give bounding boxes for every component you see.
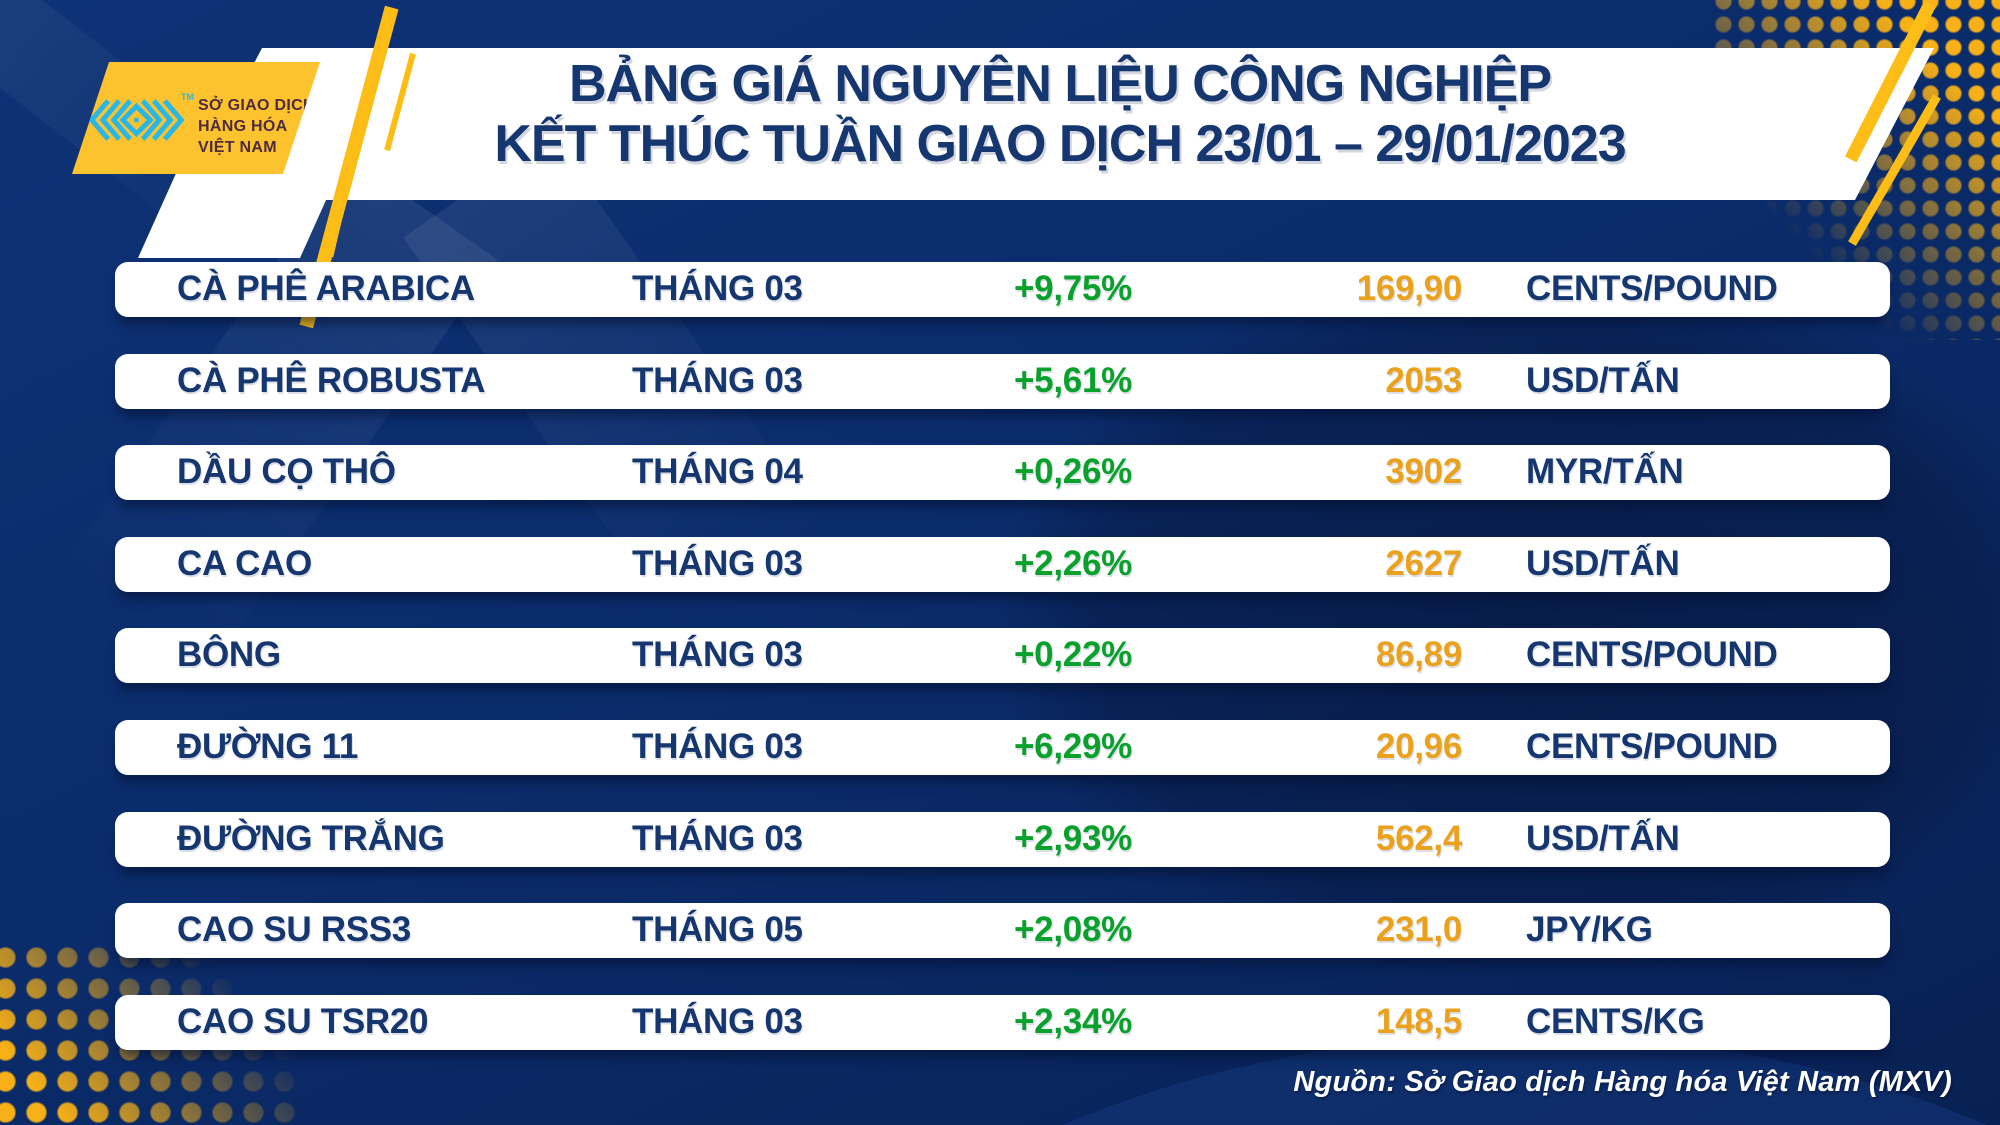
commodity-name: CA CAO — [177, 543, 312, 583]
commodity-name: CÀ PHÊ ROBUSTA — [177, 360, 486, 400]
price-unit: USD/TẤN — [1526, 360, 1680, 400]
price-value: 2627 — [1385, 543, 1462, 583]
trademark-symbol: TM — [181, 92, 194, 102]
page-title-line1: BẢNG GIÁ NGUYÊN LIỆU CÔNG NGHIỆP — [568, 55, 1552, 113]
change-percent: +9,75% — [1014, 268, 1132, 308]
source-caption: Nguồn: Sở Giao dịch Hàng hóa Việt Nam (M… — [1293, 1066, 1952, 1098]
change-percent: +0,22% — [1014, 634, 1132, 674]
change-percent: +0,26% — [1014, 451, 1132, 491]
price-unit: MYR/TẤN — [1526, 451, 1684, 491]
table-row: CA CAO THÁNG 03 +2,26% 2627 USD/TẤN — [115, 537, 1890, 592]
table-row: DẦU CỌ THÔ THÁNG 04 +0,26% 3902 MYR/TẤN — [115, 445, 1890, 500]
table-row: ĐƯỜNG 11 THÁNG 03 +6,29% 20,96 CENTS/POU… — [115, 720, 1890, 775]
price-unit: CENTS/KG — [1526, 1001, 1705, 1041]
page-title-line2: KẾT THÚC TUẦN GIAO DỊCH 23/01 – 29/01/20… — [494, 115, 1626, 173]
commodity-name: ĐƯỜNG 11 — [177, 726, 358, 766]
table-row: CÀ PHÊ ARABICA THÁNG 03 +9,75% 169,90 CE… — [115, 262, 1890, 317]
contract-month: THÁNG 03 — [632, 634, 803, 674]
logo-wordmark: SỞ GIAO DỊCH HÀNG HÓA VIỆT NAM — [198, 95, 315, 158]
mxv-logo: TM SỞ GIAO DỊCH HÀNG HÓA VIỆT NAM — [72, 62, 320, 174]
table-row: CAO SU TSR20 THÁNG 03 +2,34% 148,5 CENTS… — [115, 995, 1890, 1050]
contract-month: THÁNG 05 — [632, 909, 803, 949]
price-value: 562,4 — [1375, 818, 1462, 858]
change-percent: +2,34% — [1014, 1001, 1132, 1041]
commodity-name: DẦU CỌ THÔ — [177, 451, 396, 491]
contract-month: THÁNG 03 — [632, 543, 803, 583]
commodity-name: CAO SU RSS3 — [177, 909, 411, 949]
price-value: 86,89 — [1375, 634, 1462, 674]
table-row: ĐƯỜNG TRẮNG THÁNG 03 +2,93% 562,4 USD/TẤ… — [115, 812, 1890, 867]
price-value: 2053 — [1385, 360, 1462, 400]
price-value: 169,90 — [1356, 268, 1463, 308]
table-row: BÔNG THÁNG 03 +0,22% 86,89 CENTS/POUND — [115, 628, 1890, 683]
logo-wordmark-line3: VIỆT NAM — [198, 139, 277, 156]
contract-month: THÁNG 03 — [632, 818, 803, 858]
price-value: 3902 — [1385, 451, 1462, 491]
logo-wordmark-line2: HÀNG HÓA — [198, 118, 288, 135]
price-unit: USD/TẤN — [1526, 543, 1680, 583]
logo-wordmark-line1: SỞ GIAO DỊCH — [198, 97, 315, 114]
commodity-name: ĐƯỜNG TRẮNG — [177, 818, 445, 858]
mxv-logo-mark-icon — [89, 99, 184, 141]
price-unit: JPY/KG — [1526, 909, 1653, 949]
price-unit: CENTS/POUND — [1526, 726, 1778, 766]
page-title: BẢNG GIÁ NGUYÊN LIỆU CÔNG NGHIỆP KẾT THÚ… — [360, 54, 1760, 174]
contract-month: THÁNG 03 — [632, 268, 803, 308]
commodity-name: CÀ PHÊ ARABICA — [177, 268, 475, 308]
table-row: CAO SU RSS3 THÁNG 05 +2,08% 231,0 JPY/KG — [115, 903, 1890, 958]
contract-month: THÁNG 04 — [632, 451, 803, 491]
price-unit: CENTS/POUND — [1526, 634, 1778, 674]
price-unit: CENTS/POUND — [1526, 268, 1778, 308]
contract-month: THÁNG 03 — [632, 726, 803, 766]
commodity-name: BÔNG — [177, 634, 281, 674]
contract-month: THÁNG 03 — [632, 1001, 803, 1041]
price-unit: USD/TẤN — [1526, 818, 1680, 858]
commodity-name: CAO SU TSR20 — [177, 1001, 429, 1041]
price-value: 20,96 — [1375, 726, 1462, 766]
change-percent: +5,61% — [1014, 360, 1132, 400]
price-value: 148,5 — [1375, 1001, 1462, 1041]
table-row: CÀ PHÊ ROBUSTA THÁNG 03 +5,61% 2053 USD/… — [115, 354, 1890, 409]
change-percent: +2,08% — [1014, 909, 1132, 949]
change-percent: +6,29% — [1014, 726, 1132, 766]
change-percent: +2,93% — [1014, 818, 1132, 858]
contract-month: THÁNG 03 — [632, 360, 803, 400]
change-percent: +2,26% — [1014, 543, 1132, 583]
price-value: 231,0 — [1375, 909, 1462, 949]
